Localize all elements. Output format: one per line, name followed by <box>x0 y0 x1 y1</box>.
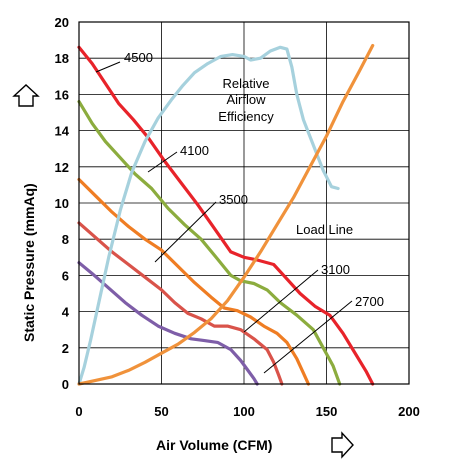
series-line-relative-airflow-efficiency <box>77 45 340 386</box>
series-line-3500 <box>77 177 310 386</box>
label-4500: 4500 <box>124 50 153 65</box>
leader-lines <box>95 61 353 374</box>
series-line-load-line <box>77 43 375 386</box>
x-tick-label: 100 <box>233 404 255 419</box>
series-line-2700 <box>77 261 259 386</box>
y-tick-label: 2 <box>62 341 69 356</box>
x-axis-arrow-icon <box>331 431 354 459</box>
x-tick-label: 150 <box>316 404 338 419</box>
plot-frame <box>78 21 410 385</box>
leader-4500 <box>95 61 121 73</box>
y-axis-title: Static Pressure (mmAq) <box>21 183 37 342</box>
series-layer <box>77 43 375 386</box>
y-tick-label: 14 <box>55 124 70 139</box>
label-3500: 3500 <box>219 192 248 207</box>
y-tick-label: 4 <box>62 305 70 320</box>
leader-4100 <box>147 151 178 173</box>
y-tick-label: 10 <box>55 196 69 211</box>
label-load-line: Load Line <box>296 222 353 237</box>
label-efficiency-line1: Relative <box>223 76 270 91</box>
label-2700: 2700 <box>355 294 384 309</box>
leader-3100 <box>243 269 319 333</box>
y-tick-label: 12 <box>55 160 69 175</box>
series-line-3100 <box>77 221 284 386</box>
y-axis-arrow-icon <box>12 84 40 107</box>
y-tick-label: 8 <box>62 232 69 247</box>
x-axis-title: Air Volume (CFM) <box>156 437 272 453</box>
y-tick-label: 16 <box>55 87 69 102</box>
x-tick-label: 0 <box>75 404 82 419</box>
label-4100: 4100 <box>180 143 209 158</box>
label-efficiency-line2: Airflow <box>226 92 266 107</box>
leader-2700 <box>263 300 353 374</box>
label-3100: 3100 <box>321 262 350 277</box>
y-tick-label: 0 <box>62 377 69 392</box>
series-line-4500 <box>77 45 375 386</box>
label-efficiency-line3: Efficiency <box>218 109 274 124</box>
x-tick-label: 50 <box>154 404 168 419</box>
y-tick-label: 6 <box>62 268 69 283</box>
curve-annotations: 4500 4100 3500 3100 2700 Relative Airflo… <box>124 50 384 309</box>
leader-3500 <box>154 201 217 263</box>
y-tick-label: 20 <box>55 15 69 30</box>
y-tick-label: 18 <box>55 51 69 66</box>
series-line-4100 <box>77 99 342 386</box>
x-tick-label: 200 <box>398 404 420 419</box>
